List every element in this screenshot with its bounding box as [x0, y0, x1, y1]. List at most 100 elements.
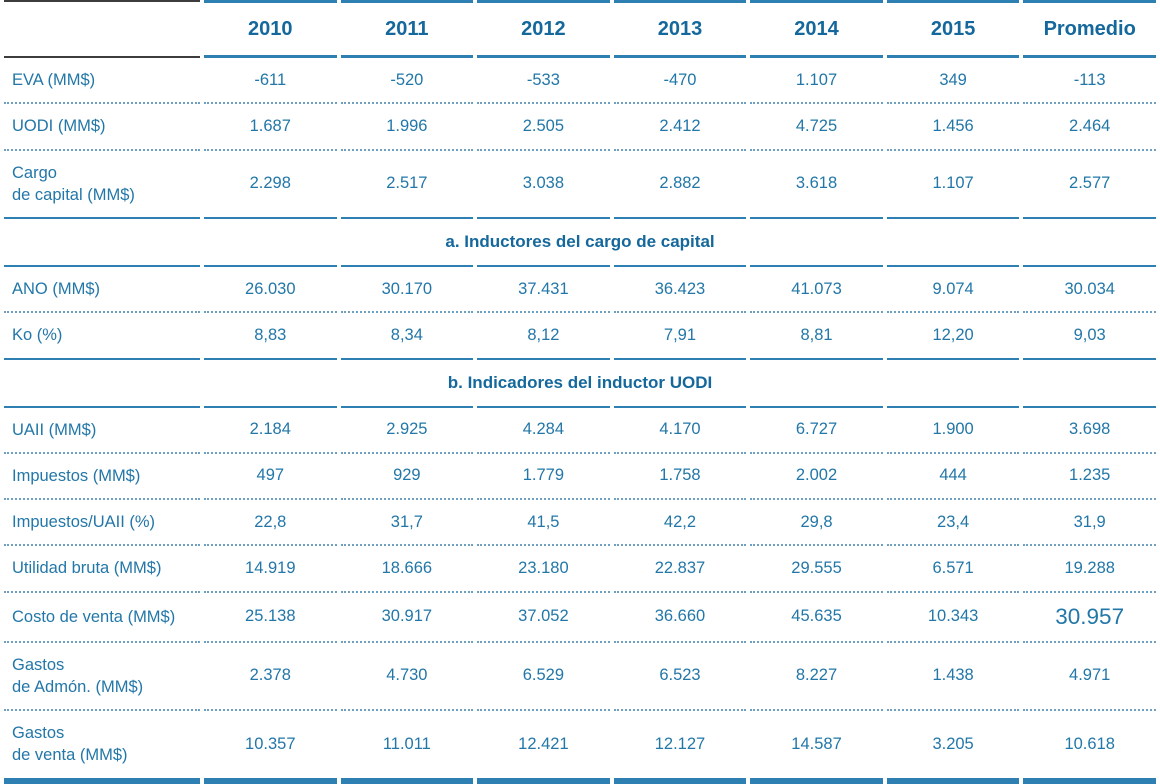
cell-value: 12,20 — [886, 313, 1020, 360]
section-title: b. Indicadores del inductor UODI — [447, 372, 713, 392]
column-header-2012: 2012 — [477, 0, 610, 58]
cell-value: 1.687 — [204, 104, 337, 151]
table-row: UAII (MM$) 2.184 2.925 4.284 4.170 6.727 1.900… — [4, 405, 1156, 454]
cell-value: 6.571 — [886, 546, 1020, 593]
cell-value: 23,4 — [886, 500, 1020, 547]
table-row: EVA (MM$) -611 -520 -533 -470 1.107 349 -113 — [4, 58, 1156, 105]
cell-value: 1.438 — [886, 643, 1020, 712]
cell-value: 8,34 — [340, 313, 474, 360]
table-row: UODI (MM$) 1.687 1.996 2.505 2.412 4.725 1.456… — [4, 104, 1156, 151]
cell-value: 4.170 — [613, 405, 747, 454]
table-row: Ko (%) 8,83 8,34 8,12 7,91 8,81 12,20 9,03 — [4, 313, 1156, 360]
cell-value: 14.919 — [204, 546, 337, 593]
cell-value: 2.412 — [613, 104, 747, 151]
cell-value: 1.107 — [886, 151, 1020, 220]
cell-value: 22.837 — [613, 546, 747, 593]
cell-value: 2.464 — [1023, 104, 1156, 151]
row-label: Ko (%) — [4, 313, 200, 360]
cell-value: 10.618 — [1023, 711, 1156, 784]
cell-value: 4.284 — [477, 405, 610, 454]
cell-value: 8,81 — [750, 313, 883, 360]
table-row: Impuestos (MM$) 497 929 1.779 1.758 2.002 444 1… — [4, 454, 1156, 501]
section-title: a. Inductores del cargo de capital — [445, 232, 715, 252]
row-label: Impuestos/UAII (%) — [4, 500, 200, 547]
table-row: Gastos de venta (MM$) 10.357 11.011 12.421 1… — [4, 711, 1156, 784]
cell-value: 6.529 — [477, 643, 610, 712]
cell-value: 2.298 — [204, 151, 337, 220]
table-row: Costo de venta (MM$) 25.138 30.917 37.052 36… — [4, 593, 1156, 643]
cell-value: 349 — [886, 58, 1020, 105]
cell-value: 2.517 — [340, 151, 474, 220]
column-header-2011: 2011 — [340, 0, 474, 58]
column-header-promedio: Promedio — [1023, 0, 1156, 58]
cell-value: 11.011 — [340, 711, 474, 784]
cell-value: 6.727 — [750, 405, 883, 454]
cell-value: 45.635 — [750, 593, 883, 643]
cell-value: 37.052 — [477, 593, 610, 643]
cell-value: 8,83 — [204, 313, 337, 360]
cell-value: 497 — [204, 454, 337, 501]
cell-value: 14.587 — [750, 711, 883, 784]
cell-value: 42,2 — [613, 500, 747, 547]
cell-value: 9.074 — [886, 265, 1020, 314]
table-row: Cargo de capital (MM$) 2.298 2.517 3.038 2.8… — [4, 151, 1156, 220]
cell-value: 1.758 — [613, 454, 747, 501]
cell-value: 10.357 — [204, 711, 337, 784]
cell-value: 1.996 — [340, 104, 474, 151]
cell-value: 30.957 — [1023, 593, 1156, 643]
cell-value: 1.456 — [886, 104, 1020, 151]
row-label: Costo de venta (MM$) — [4, 593, 200, 643]
cell-value: 3.618 — [750, 151, 883, 220]
row-label: Cargo de capital (MM$) — [4, 151, 200, 220]
cell-value: -533 — [477, 58, 610, 105]
table-row: Impuestos/UAII (%) 22,8 31,7 41,5 42,2 29,8 23… — [4, 500, 1156, 547]
cell-value: 7,91 — [613, 313, 747, 360]
cell-value: 10.343 — [886, 593, 1020, 643]
cell-value: 2.184 — [204, 405, 337, 454]
table-header: 2010 2011 2012 2013 2014 2015 Promedio — [4, 0, 1156, 58]
cell-value: 2.577 — [1023, 151, 1156, 220]
cell-value: 36.423 — [613, 265, 747, 314]
cell-value: 41.073 — [750, 265, 883, 314]
column-header-2014: 2014 — [750, 0, 883, 58]
cell-value: -520 — [340, 58, 474, 105]
cell-value: 25.138 — [204, 593, 337, 643]
cell-value: 29,8 — [750, 500, 883, 547]
table-row: Utilidad bruta (MM$) 14.919 18.666 23.180 22… — [4, 546, 1156, 593]
cell-value: 22,8 — [204, 500, 337, 547]
cell-value: 444 — [886, 454, 1020, 501]
cell-value: 1.107 — [750, 58, 883, 105]
cell-value: 9,03 — [1023, 313, 1156, 360]
cell-value: 29.555 — [750, 546, 883, 593]
cell-value: 4.730 — [340, 643, 474, 712]
cell-value: 8,12 — [477, 313, 610, 360]
cell-value: 30.917 — [340, 593, 474, 643]
row-label: Impuestos (MM$) — [4, 454, 200, 501]
cell-value: 2.925 — [340, 405, 474, 454]
cell-value: 41,5 — [477, 500, 610, 547]
cell-value: 12.127 — [613, 711, 747, 784]
column-header-2010: 2010 — [204, 0, 337, 58]
cell-value: 12.421 — [477, 711, 610, 784]
cell-value: 8.227 — [750, 643, 883, 712]
row-label: UAII (MM$) — [4, 405, 200, 454]
cell-value: -611 — [204, 58, 337, 105]
cell-value: 1.900 — [886, 405, 1020, 454]
cell-value: 929 — [340, 454, 474, 501]
header-row: 2010 2011 2012 2013 2014 2015 Promedio — [4, 0, 1156, 58]
cell-value: 31,9 — [1023, 500, 1156, 547]
cell-value: 18.666 — [340, 546, 474, 593]
cell-value: 2.378 — [204, 643, 337, 712]
cell-value: 4.725 — [750, 104, 883, 151]
table-row: Gastos de Admón. (MM$) 2.378 4.730 6.529 6.5… — [4, 643, 1156, 712]
cell-value: 4.971 — [1023, 643, 1156, 712]
cell-value: 37.431 — [477, 265, 610, 314]
cell-value: 3.698 — [1023, 405, 1156, 454]
cell-value: 26.030 — [204, 265, 337, 314]
section-title-row: b. Indicadores del inductor UODI — [4, 360, 1156, 406]
cell-value: 1.779 — [477, 454, 610, 501]
row-label: Gastos de Admón. (MM$) — [4, 643, 200, 712]
row-label: UODI (MM$) — [4, 104, 200, 151]
cell-value: 30.034 — [1023, 265, 1156, 314]
cell-value: 1.235 — [1023, 454, 1156, 501]
